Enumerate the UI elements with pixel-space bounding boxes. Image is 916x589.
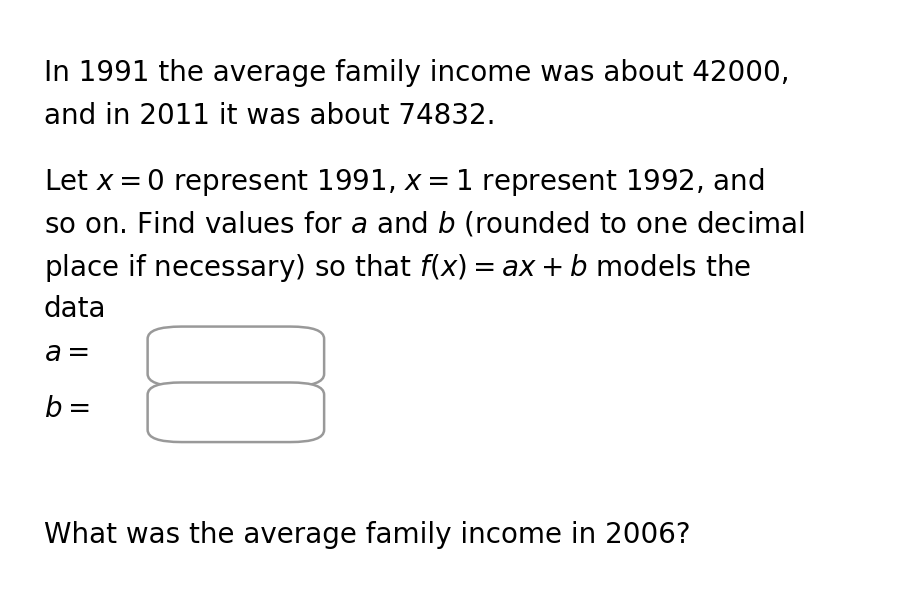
Text: place if necessary) so that $f(x) = ax + b$ models the: place if necessary) so that $f(x) = ax +… [44,252,751,284]
Text: What was the average family income in 2006?: What was the average family income in 20… [44,521,691,550]
FancyBboxPatch shape [147,326,324,386]
Text: so on. Find values for $a$ and $b$ (rounded to one decimal: so on. Find values for $a$ and $b$ (roun… [44,209,805,239]
Text: In 1991 the average family income was about 42000,: In 1991 the average family income was ab… [44,59,790,87]
Text: $b =$: $b =$ [44,395,90,423]
Text: and in 2011 it was about 74832.: and in 2011 it was about 74832. [44,102,496,130]
Text: Let $x = 0$ represent 1991, $x = 1$ represent 1992, and: Let $x = 0$ represent 1991, $x = 1$ repr… [44,166,765,198]
Text: $a =$: $a =$ [44,339,89,368]
FancyBboxPatch shape [147,382,324,442]
Text: data: data [44,295,106,323]
